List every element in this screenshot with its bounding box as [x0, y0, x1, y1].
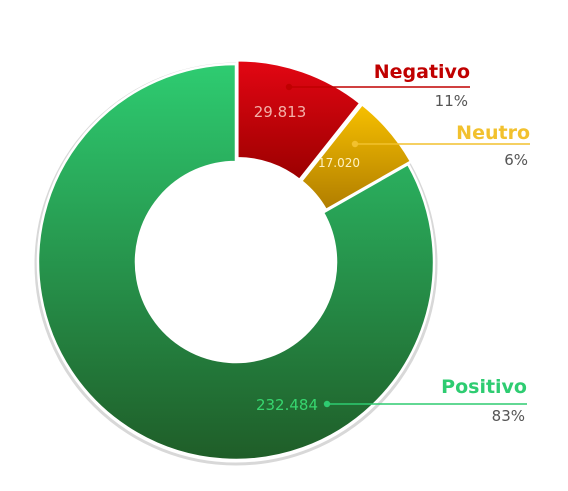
slice-positivo[interactable]: [36, 62, 436, 462]
percent-label-neutro: 6%: [504, 151, 528, 169]
donut-hole: [137, 163, 335, 361]
series-label-negativo: Negativo: [374, 61, 470, 83]
value-label-negativo: 29.813: [254, 103, 307, 121]
slice-negativo[interactable]: [236, 58, 362, 182]
percent-label-positivo: 83%: [492, 407, 525, 425]
labels-group: 29.813 Negativo 11% 17.020 Neutro 6% 232.484 Po…: [254, 61, 530, 425]
value-label-neutro: 17.020: [318, 156, 360, 170]
series-label-neutro: Neutro: [456, 122, 530, 144]
slice-neutro[interactable]: [299, 103, 413, 212]
series-label-positivo: Positivo: [441, 376, 527, 398]
leader-lines-group: [285, 83, 530, 408]
value-label-positivo: 232.484: [256, 396, 318, 414]
slices-group: [36, 58, 436, 462]
percent-label-negativo: 11%: [435, 92, 468, 110]
